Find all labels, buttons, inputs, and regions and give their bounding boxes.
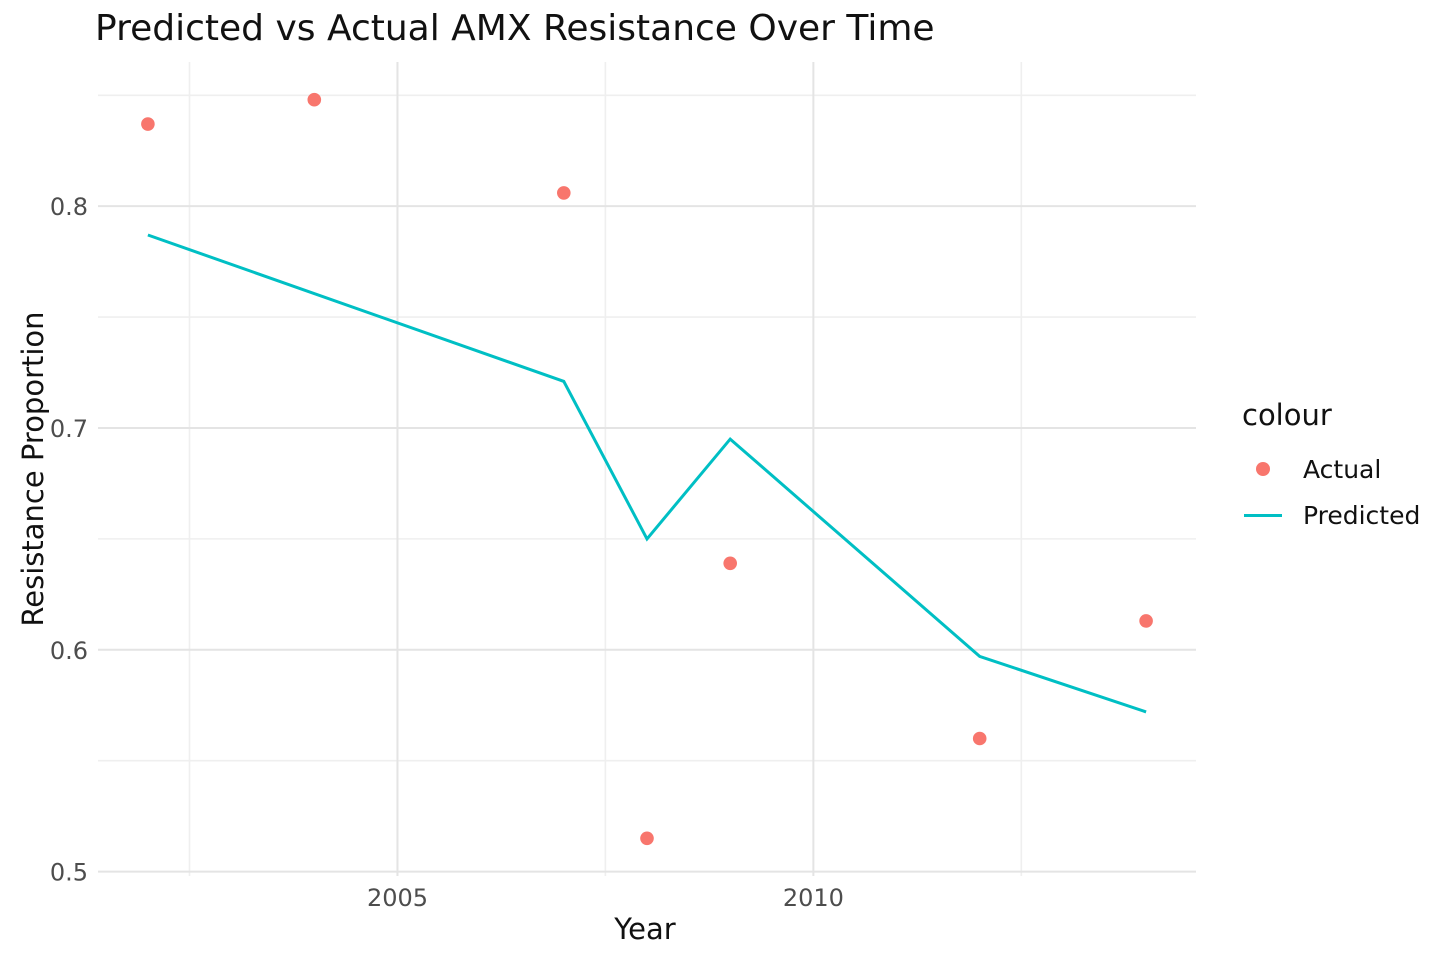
legend-title: colour [1242, 398, 1332, 432]
actual-point [1139, 614, 1153, 628]
actual-point [141, 117, 155, 131]
legend-key-actual [1242, 462, 1284, 476]
predicted-line-icon [1244, 513, 1282, 517]
actual-point [307, 92, 322, 107]
actual-point-icon [1256, 462, 1270, 476]
y-tick-label: 0.5 [50, 859, 88, 887]
legend-key-predicted [1242, 513, 1284, 517]
chart-title: Predicted vs Actual AMX Resistance Over … [95, 8, 935, 49]
actual-point [557, 186, 571, 200]
legend-label-actual: Actual [1303, 454, 1382, 484]
predicted-line [147, 233, 1147, 714]
y-tick-label: 0.6 [50, 637, 88, 665]
y-tick-label: 0.8 [50, 193, 88, 221]
x-tick-label: 2005 [367, 884, 428, 912]
y-tick-label: 0.7 [50, 415, 88, 443]
x-axis-title: Year [614, 912, 676, 946]
legend: colour Actual Predicted [1242, 398, 1420, 538]
legend-item-actual: Actual [1242, 446, 1420, 492]
legend-item-predicted: Predicted [1242, 492, 1420, 538]
x-tick-label: 2010 [783, 884, 844, 912]
legend-label-predicted: Predicted [1303, 500, 1421, 530]
actual-point [723, 556, 737, 571]
y-axis-title: Resistance Proportion [16, 311, 50, 627]
actual-point [972, 731, 987, 746]
actual-point [640, 831, 654, 846]
